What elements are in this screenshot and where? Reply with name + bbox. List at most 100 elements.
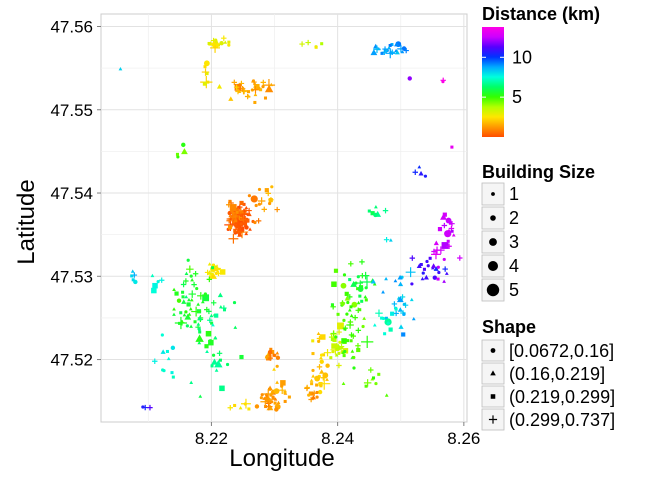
data-point bbox=[203, 292, 207, 296]
data-point bbox=[336, 312, 340, 316]
data-point bbox=[264, 188, 269, 193]
data-point bbox=[382, 207, 389, 214]
data-point bbox=[259, 396, 263, 400]
shape-key-symbol bbox=[488, 415, 498, 424]
data-point bbox=[393, 278, 398, 283]
data-point bbox=[180, 281, 187, 288]
data-point bbox=[196, 322, 201, 326]
data-point bbox=[383, 332, 387, 336]
data-point bbox=[444, 271, 449, 275]
data-point bbox=[308, 396, 314, 403]
data-point bbox=[250, 195, 258, 203]
size-legend: Building Size 1 2 3 4 5 bbox=[481, 162, 595, 302]
data-point bbox=[348, 261, 354, 267]
data-point bbox=[359, 259, 365, 265]
data-point bbox=[348, 332, 355, 338]
data-point bbox=[332, 337, 337, 343]
data-point bbox=[257, 202, 262, 206]
data-point bbox=[238, 225, 242, 229]
data-point bbox=[322, 372, 329, 379]
data-point bbox=[203, 295, 207, 299]
data-point bbox=[446, 239, 450, 243]
data-point bbox=[195, 286, 199, 291]
size-key-label: 1 bbox=[509, 184, 519, 204]
data-point bbox=[210, 321, 214, 325]
data-point bbox=[432, 275, 438, 280]
data-point bbox=[217, 292, 223, 298]
data-point bbox=[352, 366, 356, 370]
data-point bbox=[405, 267, 416, 278]
data-point bbox=[130, 269, 135, 273]
data-point bbox=[351, 301, 358, 308]
data-point bbox=[210, 272, 214, 276]
data-point bbox=[278, 386, 286, 394]
data-point bbox=[192, 271, 199, 277]
data-point bbox=[181, 290, 185, 294]
data-point bbox=[388, 238, 393, 242]
data-point bbox=[347, 308, 352, 312]
data-point bbox=[442, 257, 446, 262]
data-point bbox=[426, 264, 430, 268]
size-key-label: 4 bbox=[509, 256, 519, 276]
data-point bbox=[200, 299, 205, 304]
data-point bbox=[118, 66, 123, 71]
data-point bbox=[322, 353, 326, 357]
y-tick-label: 47.52 bbox=[50, 351, 93, 370]
data-point bbox=[275, 351, 280, 355]
data-point bbox=[304, 385, 310, 392]
data-point bbox=[374, 205, 378, 209]
data-point bbox=[255, 218, 262, 224]
data-point bbox=[182, 313, 187, 317]
data-point bbox=[334, 335, 338, 339]
data-point bbox=[239, 220, 243, 224]
size-key-symbol bbox=[490, 215, 496, 221]
data-point bbox=[191, 306, 202, 317]
size-key-label: 2 bbox=[509, 208, 519, 228]
data-point bbox=[317, 339, 321, 343]
data-point bbox=[350, 280, 358, 287]
data-point bbox=[358, 294, 362, 298]
data-point bbox=[347, 294, 353, 300]
data-point bbox=[203, 65, 207, 69]
data-point bbox=[221, 305, 227, 311]
data-point bbox=[431, 249, 441, 260]
data-point bbox=[431, 263, 437, 268]
data-point bbox=[422, 267, 426, 271]
data-point bbox=[240, 216, 247, 223]
data-point bbox=[346, 300, 350, 305]
x-tick-label: 8.26 bbox=[447, 429, 480, 448]
data-point bbox=[180, 319, 185, 324]
data-point bbox=[265, 397, 269, 401]
data-point bbox=[356, 287, 360, 291]
data-point bbox=[371, 376, 376, 380]
data-point bbox=[367, 209, 371, 213]
data-point bbox=[267, 349, 273, 355]
data-point bbox=[287, 395, 291, 399]
data-point bbox=[336, 362, 342, 369]
data-point bbox=[340, 301, 345, 306]
y-axis-title: Latitude bbox=[13, 179, 40, 264]
y-tick-label: 47.54 bbox=[50, 184, 93, 203]
data-point bbox=[364, 298, 368, 302]
data-point bbox=[261, 85, 265, 89]
data-point bbox=[267, 385, 273, 391]
data-point bbox=[172, 307, 176, 311]
data-point bbox=[263, 389, 274, 399]
data-point bbox=[189, 380, 194, 384]
data-point bbox=[343, 327, 347, 331]
data-point bbox=[232, 300, 237, 305]
plot-panel bbox=[100, 13, 468, 423]
data-point bbox=[388, 43, 392, 48]
data-point bbox=[272, 367, 276, 371]
data-point bbox=[197, 315, 203, 321]
data-point bbox=[398, 324, 404, 329]
data-point bbox=[412, 169, 418, 175]
data-point bbox=[346, 339, 350, 343]
data-point bbox=[218, 358, 222, 362]
data-point bbox=[441, 222, 448, 229]
data-point bbox=[213, 335, 218, 340]
data-point bbox=[198, 330, 202, 334]
data-point bbox=[384, 393, 389, 397]
data-point bbox=[260, 79, 267, 86]
data-point bbox=[423, 274, 429, 280]
